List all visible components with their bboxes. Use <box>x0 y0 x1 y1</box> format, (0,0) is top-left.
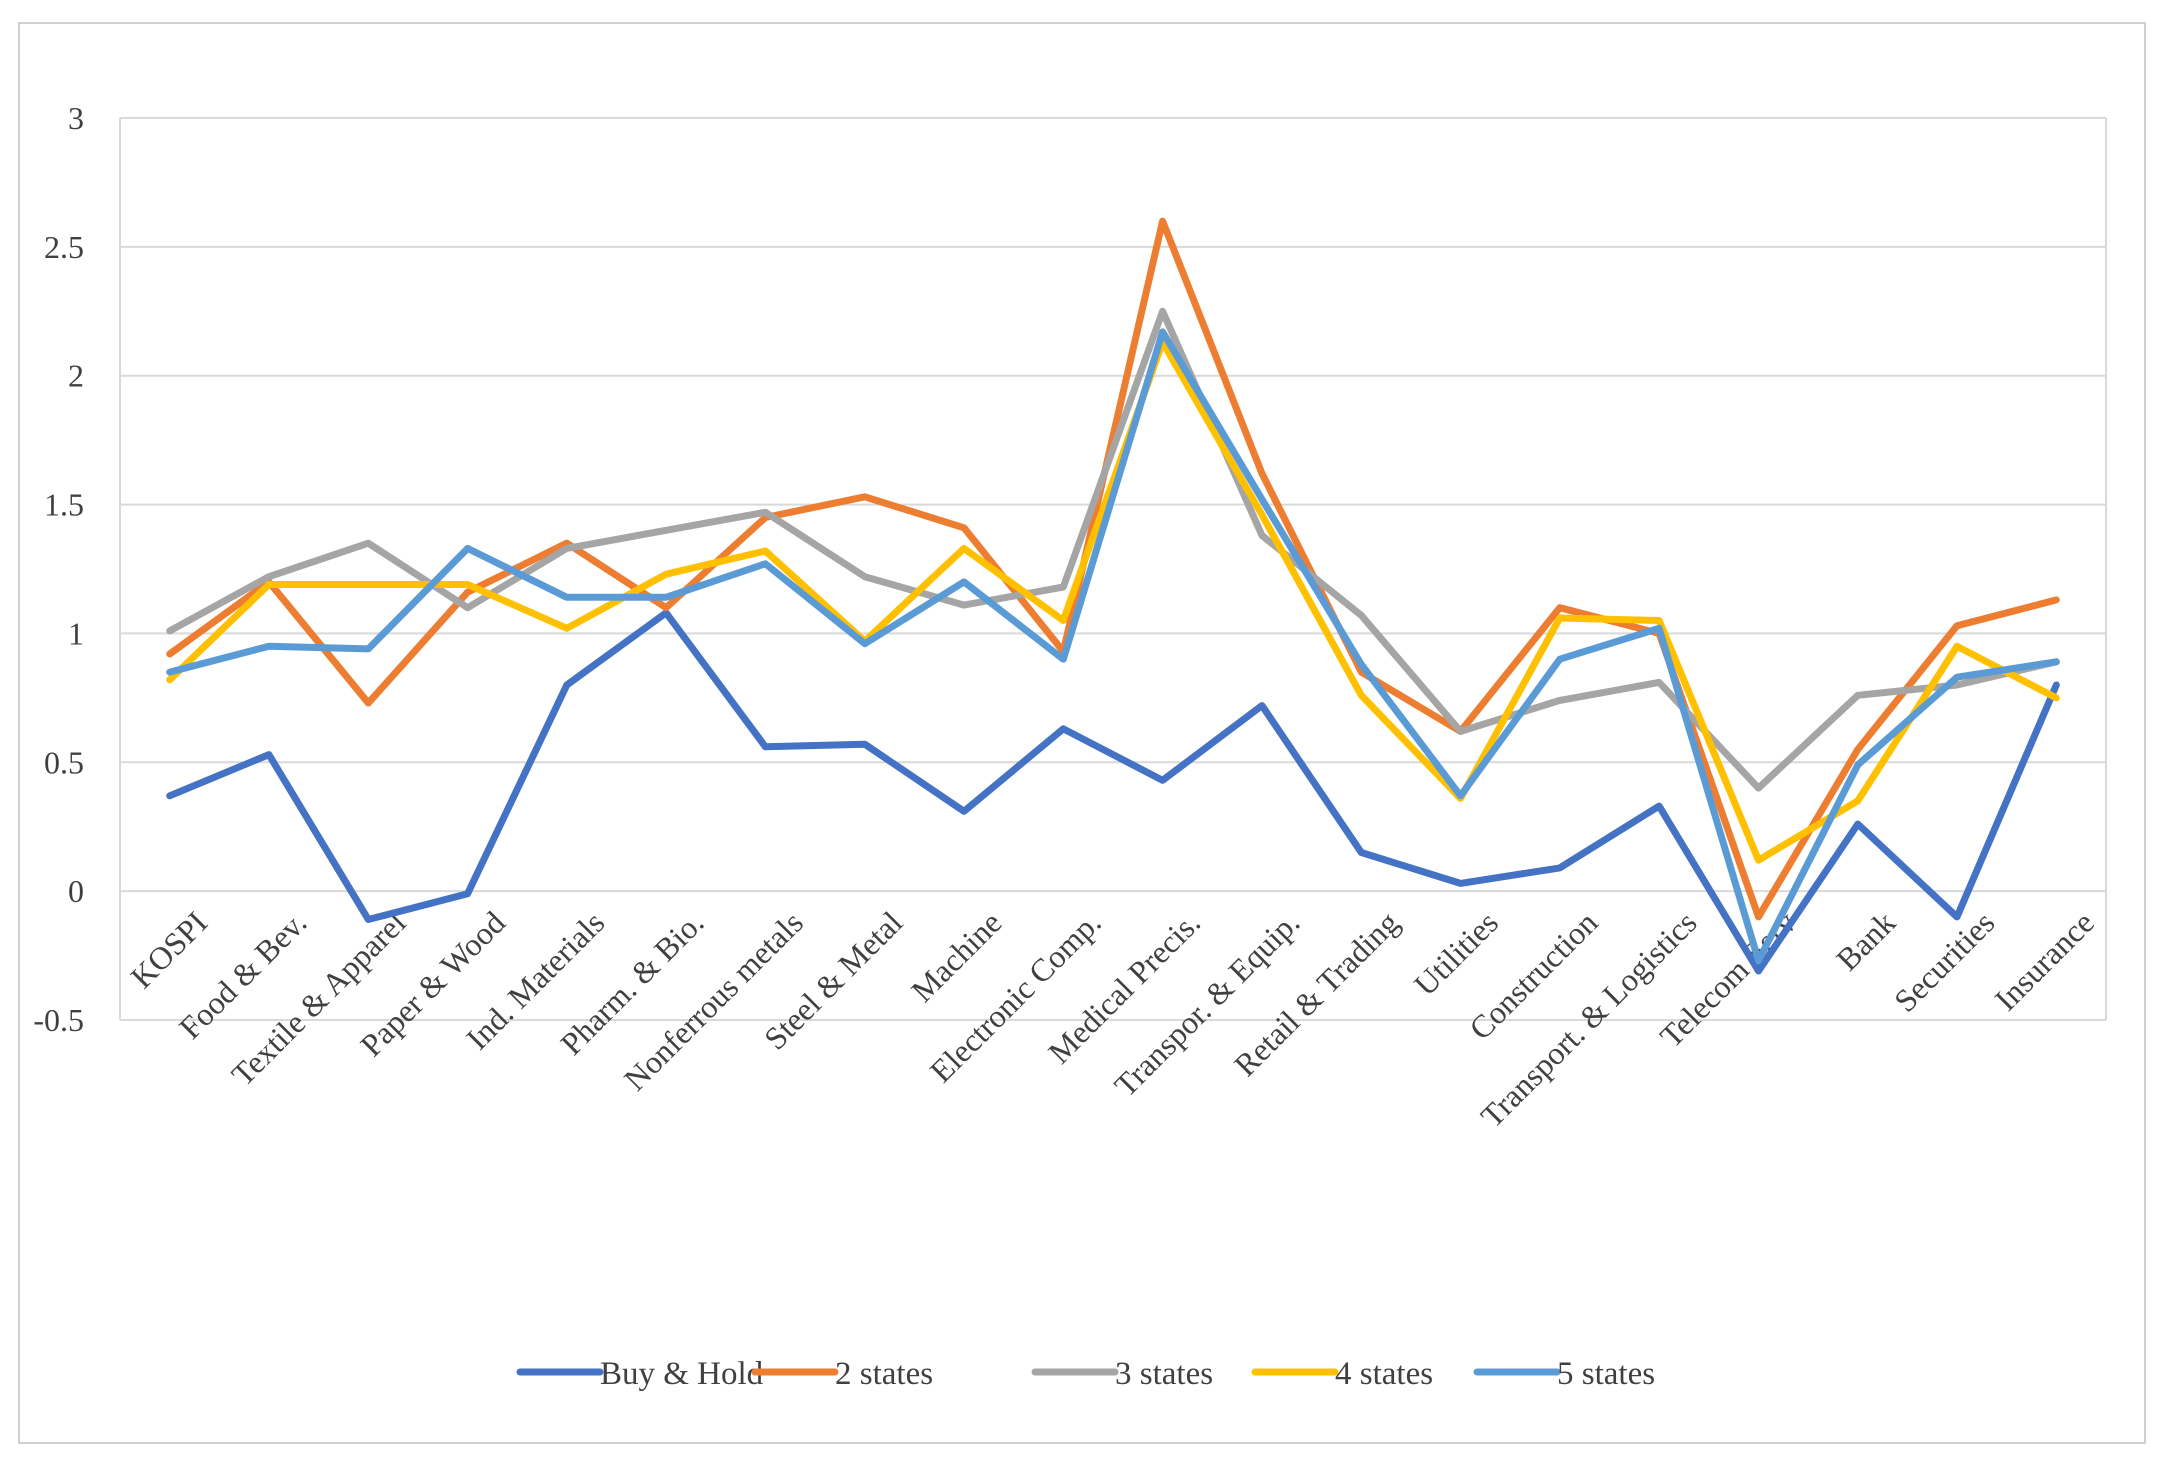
x-tick-label: Bank <box>1829 904 1902 977</box>
y-tick-label: 2.5 <box>44 229 84 265</box>
series-line-3 <box>166 307 2060 792</box>
legend-label: 4 states <box>1335 1356 1433 1392</box>
y-axis-ticks: 3 2.5 2 1.5 1 0.5 0 -0.5 <box>33 100 84 1038</box>
legend-label: Buy & Hold <box>600 1356 764 1392</box>
y-tick-label: 1 <box>68 615 84 651</box>
y-tick-label: 0 <box>68 873 84 909</box>
series-lines <box>166 217 2060 975</box>
series-line-1 <box>166 609 2060 975</box>
x-tick-label: Nonferrous metals <box>617 904 810 1097</box>
x-tick-label: Utilities <box>1407 904 1505 1002</box>
y-tick-label: 0.5 <box>44 744 84 780</box>
y-tick-label: 3 <box>68 100 84 136</box>
gridlines <box>119 117 2107 1021</box>
legend: Buy & Hold 2 states 3 states 4 states 5 stat… <box>516 1356 1655 1392</box>
x-tick-label: Transpor. & Equip. <box>1107 904 1306 1103</box>
y-tick-label: -0.5 <box>33 1002 84 1038</box>
y-tick-label: 1.5 <box>44 487 84 523</box>
series-line-2 <box>166 217 2060 921</box>
x-tick-label: Electronic Comp. <box>923 904 1108 1089</box>
legend-label: 5 states <box>1557 1356 1655 1392</box>
chart-frame <box>18 22 2146 1444</box>
series-line-4 <box>166 338 2060 864</box>
legend-label: 2 states <box>835 1356 933 1392</box>
x-tick-label: Securities <box>1887 904 2002 1019</box>
series-line-5 <box>166 328 2060 965</box>
y-tick-label: 2 <box>68 358 84 394</box>
x-tick-label: Textile & Apparel <box>224 904 413 1093</box>
x-tick-label: Insurance <box>1987 904 2100 1017</box>
x-tick-label: KOSPI <box>123 904 214 995</box>
legend-label: 3 states <box>1115 1356 1213 1392</box>
